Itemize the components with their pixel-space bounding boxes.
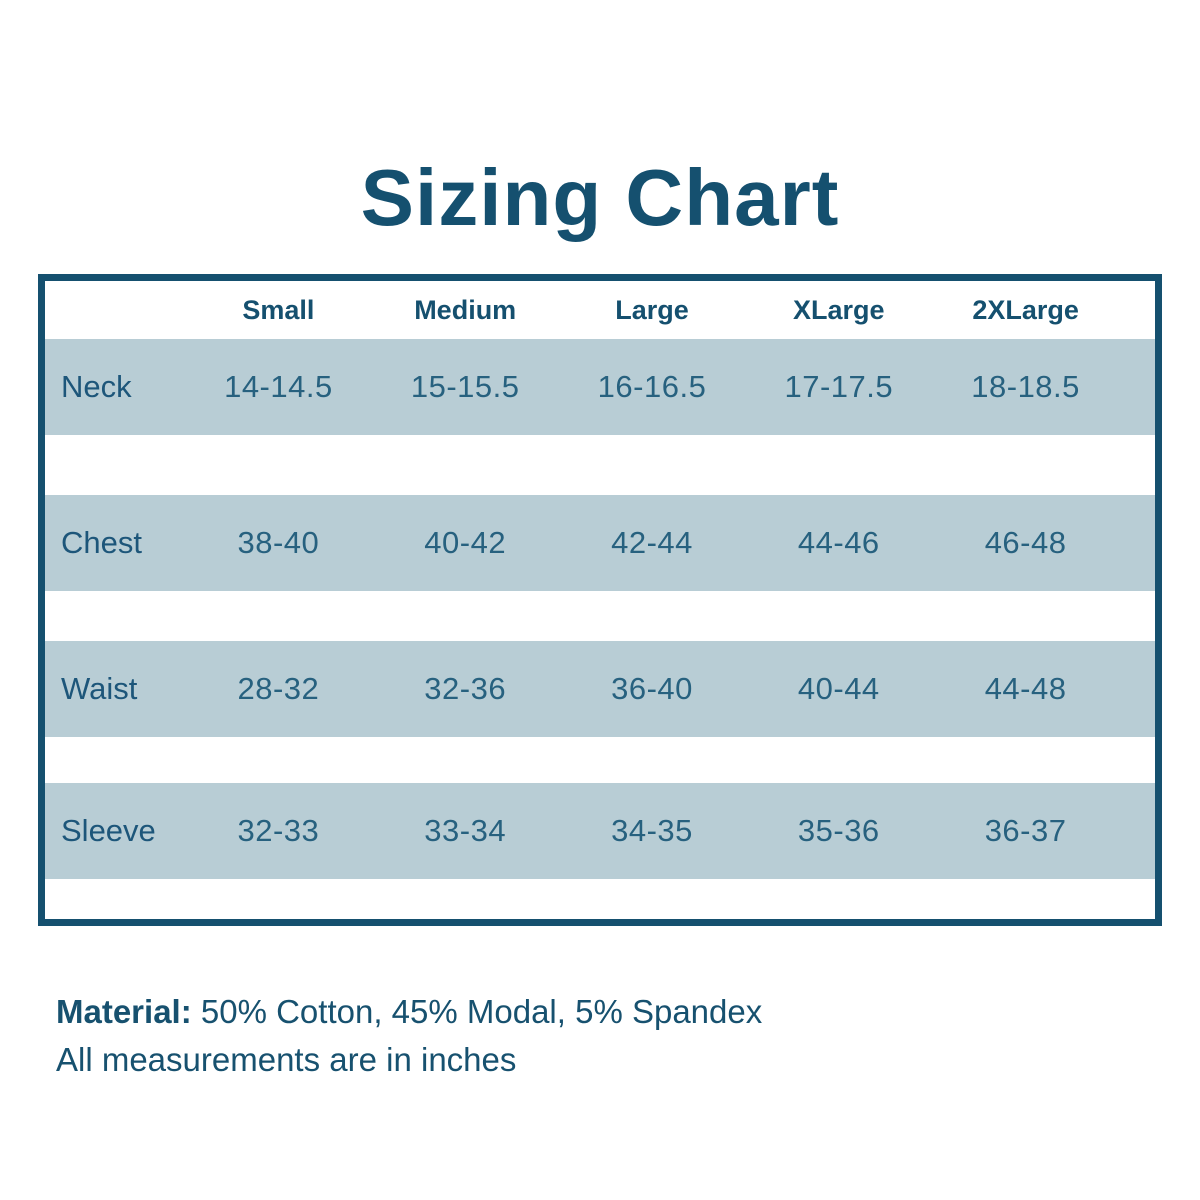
table-row-neck: Neck 14-14.5 15-15.5 16-16.5 17-17.5 18-…	[45, 339, 1155, 435]
header-2xlarge: 2XLarge	[972, 294, 1079, 325]
sleeve-xlarge: 35-36	[797, 813, 880, 848]
chest-small: 38-40	[237, 525, 320, 560]
sleeve-small: 32-33	[237, 813, 320, 848]
header-small: Small	[242, 294, 315, 325]
waist-small: 28-32	[237, 671, 320, 706]
sizing-table: Small Medium Large XLarge 2XLarge Neck 1…	[38, 274, 1162, 926]
table-row-waist: Waist 28-32 32-36 36-40 40-44 44-48	[45, 641, 1155, 737]
chest-xlarge: 44-46	[797, 525, 880, 560]
neck-xlarge: 17-17.5	[784, 369, 894, 404]
table-row-sleeve: Sleeve 32-33 33-34 34-35 35-36 36-37	[45, 783, 1155, 879]
neck-small: 14-14.5	[224, 369, 333, 404]
row-label-neck: Neck	[61, 369, 132, 404]
chest-medium: 40-42	[424, 525, 507, 560]
measurements-note: All measurements are in inches	[56, 1040, 517, 1078]
sleeve-medium: 33-34	[424, 813, 507, 848]
chest-large: 42-44	[611, 525, 693, 560]
material-line: Material: 50% Cotton, 45% Modal, 5% Span…	[56, 988, 1200, 1036]
table-header-row: Small Medium Large XLarge 2XLarge	[45, 281, 1155, 339]
header-medium: Medium	[414, 294, 517, 325]
waist-xlarge: 40-44	[797, 671, 880, 706]
sleeve-large: 34-35	[611, 813, 693, 848]
row-label-sleeve: Sleeve	[61, 813, 156, 848]
neck-2xlarge: 18-18.5	[971, 369, 1080, 404]
neck-large: 16-16.5	[597, 369, 707, 404]
waist-large: 36-40	[611, 671, 693, 706]
table-row-chest: Chest 38-40 40-42 42-44 44-46 46-48	[45, 495, 1155, 591]
row-label-waist: Waist	[61, 671, 138, 706]
waist-medium: 32-36	[424, 671, 507, 706]
neck-medium: 15-15.5	[410, 369, 520, 404]
page-title: Sizing Chart	[360, 153, 840, 242]
material-label: Material:	[56, 993, 192, 1030]
row-label-chest: Chest	[61, 525, 142, 560]
waist-2xlarge: 44-48	[984, 671, 1067, 706]
material-value: 50% Cotton, 45% Modal, 5% Spandex	[191, 993, 763, 1030]
footer-notes: Material: 50% Cotton, 45% Modal, 5% Span…	[56, 988, 1200, 1084]
header-large: Large	[615, 294, 689, 325]
chest-2xlarge: 46-48	[984, 525, 1067, 560]
header-xlarge: XLarge	[793, 294, 885, 325]
sleeve-2xlarge: 36-37	[984, 813, 1067, 848]
